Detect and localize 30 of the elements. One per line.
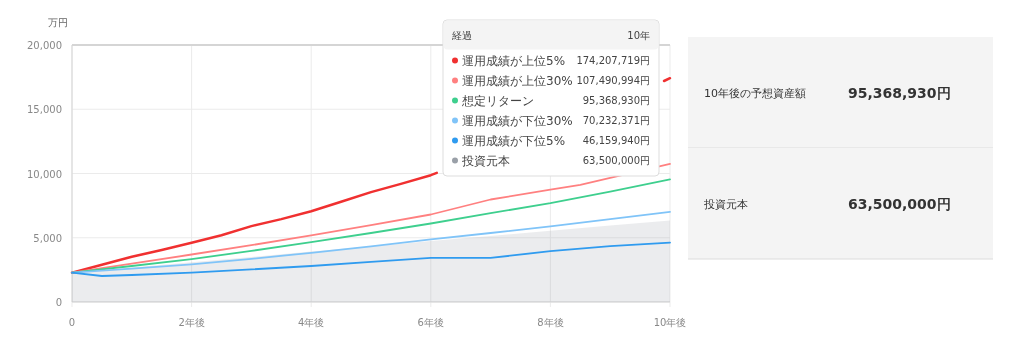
annotation: 107,490,994円 [576,75,650,86]
text: 投資元本 [703,197,748,211]
x-tick-label: 0 [68,317,76,328]
legend-label: 運用成績が下位5% [462,133,566,148]
x-tick-label: 2年後 [178,317,205,328]
text: 95,368,930円 [848,84,951,101]
text: 63,500,000円 [848,195,951,212]
x-tick-label: 6年後 [417,317,444,328]
legend-label: 投資元本 [461,153,510,168]
legend-title: 経過 [451,30,472,41]
y-tick-label: 20,000 [27,40,62,51]
y-axis-title: 万円 [48,17,68,28]
legend-label: 運用成績が上位30% [462,73,573,88]
legend-label: 運用成績が上位5% [462,53,566,68]
annotation: 174,207,719円 [576,55,650,66]
text: 10年後の予想資産額 [704,86,806,100]
annotation: 63,500,000円 [582,155,650,166]
y-tick-label: 10,000 [27,168,62,180]
y-tick-label: 5,000 [33,232,62,244]
x-tick-label: 8年後 [537,317,564,328]
legend-label: 運用成績が下位30% [462,113,573,128]
y-tick-label: 15,000 [27,104,62,116]
y-tick-label: 0 [55,297,62,308]
legend-label: 想定リターン [461,93,534,108]
annotation: 95,368,930円 [582,95,650,106]
x-tick-label: 10年後 [653,317,687,328]
annotation: 46,159,940円 [582,135,650,146]
text: 10年 [627,30,650,41]
annotation: 70,232,371円 [582,115,650,126]
x-tick-label: 4年後 [298,317,325,328]
